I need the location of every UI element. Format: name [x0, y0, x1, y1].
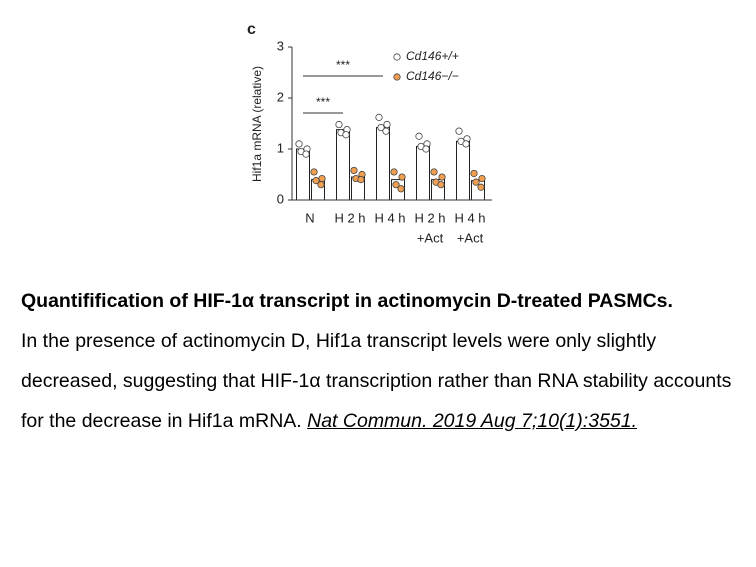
x-tick-label: +Act: [417, 230, 444, 245]
x-tick-label: H 2 h: [334, 210, 365, 225]
caption-text: In the presence of actinomycin D, Hif1a …: [21, 330, 732, 432]
data-point: [430, 168, 438, 176]
y-tick-label: 1: [277, 140, 284, 155]
x-tick-label: H 2 h: [414, 210, 445, 225]
caption-title: Quantifification of HIF-1α transcript in…: [21, 290, 673, 312]
data-point: [437, 181, 445, 189]
data-point: [317, 181, 325, 189]
significance-label: ***: [316, 95, 330, 109]
x-tick-label: H 4 h: [374, 210, 405, 225]
y-tick-label: 0: [277, 191, 284, 206]
y-tick-label: 3: [277, 38, 284, 53]
data-point: [377, 123, 385, 132]
data-point: [335, 120, 343, 129]
bar: [376, 127, 390, 201]
data-point: [382, 127, 390, 135]
y-axis-label: Hif1a mRNA (relative): [250, 66, 264, 182]
chart: c Hif1a mRNA (relative) 0 1 2 3 Cd146+/+ Cd14…: [247, 21, 492, 245]
data-point: [455, 127, 463, 135]
data-point: [295, 140, 303, 148]
data-point: [422, 145, 430, 153]
data-point: [310, 168, 318, 176]
data-point: [350, 166, 358, 175]
caption: Quantifification of HIF-1α transcript in…: [21, 281, 756, 441]
data-point: [462, 140, 470, 148]
data-point: [357, 176, 365, 184]
x-tick-label: +Act: [457, 230, 484, 245]
x-tick-label: H 4 h: [454, 210, 485, 225]
data-point: [397, 185, 405, 193]
panel-label: c: [247, 21, 256, 38]
bar: [456, 140, 470, 201]
data-point: [438, 173, 446, 181]
data-point: [398, 173, 406, 181]
citation-link[interactable]: Nat Commun. 2019 Aug 7;10(1):3551.: [307, 410, 638, 432]
legend-marker: [393, 73, 401, 81]
data-point: [477, 183, 485, 191]
data-point: [472, 178, 480, 186]
significance-label: ***: [336, 58, 350, 72]
legend-marker: [393, 53, 401, 61]
data-point: [383, 120, 391, 129]
data-point: [470, 169, 478, 178]
data-point: [342, 131, 350, 139]
data-point: [312, 177, 320, 185]
data-point: [318, 174, 326, 183]
data-point: [415, 132, 423, 140]
data-point: [478, 174, 486, 183]
legend-label: Cd146+/+: [406, 49, 459, 63]
x-tick-label: N: [305, 210, 314, 225]
caption-body: In the presence of actinomycin D, Hif1a …: [21, 321, 756, 441]
data-point: [390, 168, 398, 176]
data-point: [375, 113, 383, 121]
data-point: [392, 181, 400, 189]
bar: [416, 145, 430, 201]
bar: [336, 129, 350, 201]
y-tick-label: 2: [277, 89, 284, 104]
legend-label: Cd146−/−: [406, 69, 459, 83]
data-point: [302, 150, 310, 158]
